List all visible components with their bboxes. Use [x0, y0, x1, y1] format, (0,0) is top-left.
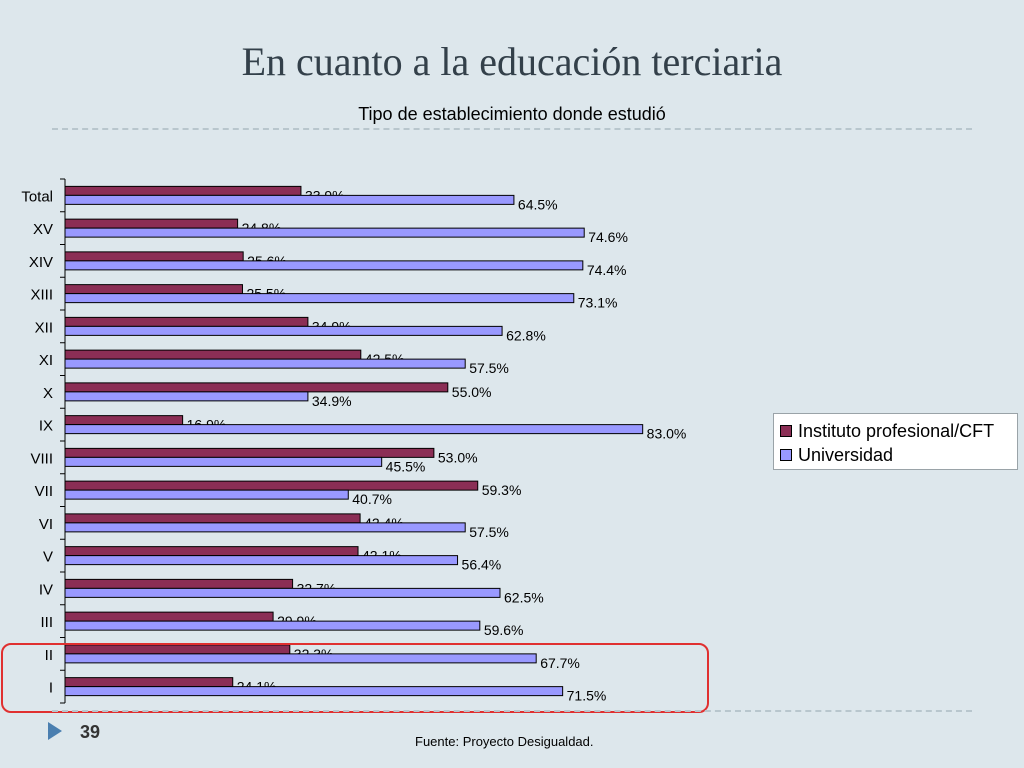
category-label: VII — [35, 483, 53, 500]
category-label: V — [43, 549, 53, 566]
data-label-universidad: 34.9% — [312, 393, 352, 409]
bar-universidad — [64, 194, 515, 205]
category-label: XIII — [30, 287, 53, 304]
data-label-universidad: 62.8% — [506, 327, 546, 343]
bar-instituto — [64, 185, 302, 196]
data-label-universidad: 73.1% — [578, 295, 618, 311]
bar-instituto — [64, 349, 362, 360]
category-label: III — [40, 614, 53, 631]
bar-instituto — [64, 578, 294, 589]
data-label-universidad: 57.5% — [469, 524, 509, 540]
data-label-universidad: 64.5% — [518, 196, 558, 212]
chart-title: Tipo de establecimiento donde estudió — [358, 104, 666, 124]
category-label: XV — [33, 221, 53, 238]
bar-instituto — [64, 546, 359, 557]
category-label: XIV — [29, 254, 53, 271]
bar-universidad — [64, 325, 503, 336]
data-label-universidad: 71.5% — [567, 688, 607, 704]
data-label-universidad: 74.6% — [588, 229, 628, 245]
slide-title: En cuanto a la educación terciaria — [241, 39, 783, 84]
category-label: XII — [35, 319, 53, 336]
chart-bars: 33.9%64.5%24.8%74.6%25.6%74.4%25.5%73.1%… — [64, 185, 687, 704]
bar-instituto — [64, 251, 244, 262]
bar-instituto — [64, 382, 449, 393]
legend-label-instituto: Instituto profesional/CFT — [798, 420, 995, 441]
category-label: XI — [39, 352, 53, 369]
bar-instituto — [64, 415, 184, 426]
data-label-universidad: 74.4% — [587, 262, 627, 278]
source-note: Fuente: Proyecto Desigualdad. — [415, 734, 594, 749]
data-label-universidad: 40.7% — [352, 491, 392, 507]
bar-universidad — [64, 260, 584, 271]
bar-instituto — [64, 513, 361, 524]
bottom-divider — [52, 710, 972, 712]
data-label-universidad: 67.7% — [540, 655, 580, 671]
bar-instituto — [64, 284, 243, 295]
bar-instituto — [64, 447, 435, 458]
category-label: VIII — [30, 450, 53, 467]
category-label: IV — [39, 581, 53, 598]
bar-instituto — [64, 316, 309, 327]
chart-legend: Instituto profesional/CFT Universidad — [773, 413, 1018, 470]
data-label-universidad: 83.0% — [647, 426, 687, 442]
category-label: I — [49, 680, 53, 697]
data-label-instituto: 53.0% — [438, 449, 478, 465]
bar-universidad — [64, 456, 383, 467]
legend-swatch-instituto — [780, 425, 792, 437]
bar-universidad — [64, 489, 349, 500]
bar-universidad — [64, 293, 575, 304]
data-label-universidad: 57.5% — [469, 360, 509, 376]
data-label-universidad: 62.5% — [504, 589, 544, 605]
bar-universidad — [64, 358, 466, 369]
bar-instituto — [64, 218, 239, 229]
top-divider — [52, 128, 972, 130]
bar-universidad — [64, 227, 585, 238]
page-number: 39 — [80, 722, 101, 742]
category-label: II — [45, 647, 53, 664]
legend-item-universidad: Universidad — [780, 443, 1017, 467]
bar-universidad — [64, 522, 466, 533]
data-label-instituto: 55.0% — [452, 384, 492, 400]
bar-universidad — [64, 391, 309, 402]
category-label: VI — [39, 516, 53, 533]
category-label: X — [43, 385, 53, 402]
category-label: Total — [21, 188, 53, 205]
legend-swatch-universidad — [780, 449, 792, 461]
data-label-universidad: 56.4% — [462, 557, 502, 573]
bar-instituto — [64, 480, 479, 491]
data-label-instituto: 59.3% — [482, 482, 522, 498]
nav-arrow-icon — [48, 722, 62, 740]
bar-instituto — [64, 611, 274, 622]
category-label: IX — [39, 418, 53, 435]
bar-universidad — [64, 555, 459, 566]
bar-universidad — [64, 424, 644, 435]
highlight-box — [1, 643, 709, 713]
bar-universidad — [64, 620, 481, 631]
legend-label-universidad: Universidad — [798, 444, 894, 465]
data-label-universidad: 59.6% — [484, 622, 524, 638]
legend-item-instituto: Instituto profesional/CFT — [780, 419, 1017, 443]
bar-universidad — [64, 587, 501, 598]
data-label-universidad: 45.5% — [386, 458, 426, 474]
